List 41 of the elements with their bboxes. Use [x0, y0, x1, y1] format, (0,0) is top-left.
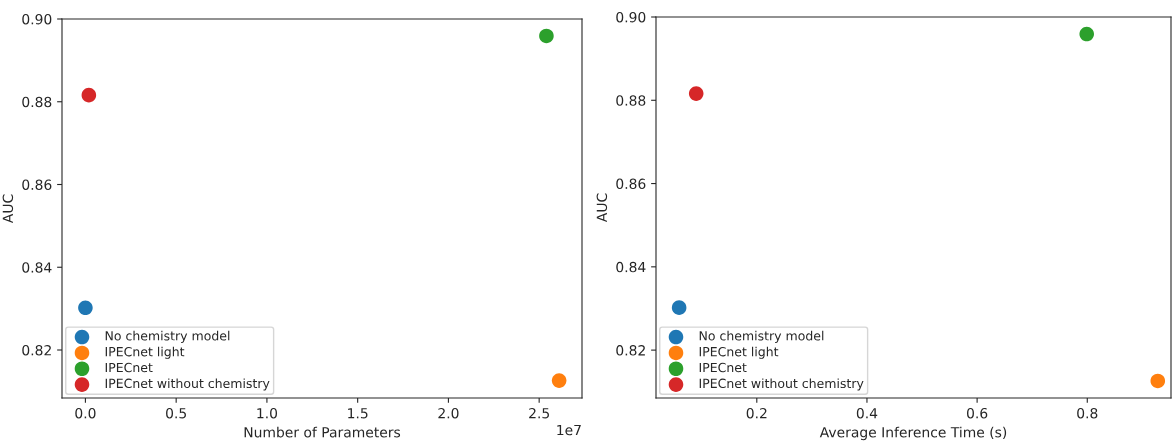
point — [539, 28, 554, 44]
y-tick-label: 0.84 — [22, 262, 52, 273]
y-tick-label: 0.82 — [22, 344, 51, 356]
y-tick-label: 0.84 — [616, 261, 646, 273]
x-tick-label: 0.2 — [746, 407, 767, 419]
text: 1e7 — [557, 424, 581, 436]
x-tick-label: 0.4 — [856, 407, 878, 419]
y-tick-label: 0.88 — [22, 96, 52, 108]
y-tick-label: 0.90 — [616, 11, 646, 23]
y-tick-label: 0.86 — [616, 178, 646, 190]
point — [78, 300, 93, 316]
legend-label: No chemistry model — [699, 330, 824, 343]
x-tick-label: 1.5 — [348, 408, 368, 419]
x-axis-title: Average Inference Time (s) — [819, 426, 1007, 441]
y-tick-label: 0.82 — [616, 345, 645, 356]
legend-label: IPECnet without chemistry — [699, 378, 864, 391]
x-tick-label: 1.0 — [257, 407, 278, 419]
legend-label: No chemistry model — [105, 330, 230, 343]
x-tick-label: 2.5 — [529, 407, 549, 419]
legend-label: IPECnet light — [699, 346, 779, 359]
legend-label: IPECnet — [105, 362, 153, 373]
point — [688, 86, 704, 101]
point — [1150, 373, 1166, 389]
y-tick-label: 0.86 — [22, 179, 52, 190]
point — [551, 373, 567, 388]
point — [671, 300, 687, 315]
legend-label: IPECnet — [699, 362, 747, 373]
point — [81, 87, 97, 103]
y-tick-label: 0.88 — [616, 95, 646, 106]
x-axis-title: Number of Parameters — [244, 426, 401, 438]
x-tick-label: 0.6 — [966, 407, 988, 419]
x-tick-label: 0.5 — [166, 407, 186, 419]
legend-label: IPECnet light — [105, 346, 185, 359]
x-tick-label: 2.0 — [438, 407, 459, 419]
y-axis-title: AUC — [2, 194, 14, 224]
y-axis-title: AUC — [596, 193, 608, 223]
x-tick-label: 0.0 — [75, 407, 96, 419]
point — [1079, 26, 1095, 42]
legend-label: IPECnet without chemistry — [105, 378, 270, 391]
x-tick-label: 0.8 — [1077, 407, 1098, 419]
y-tick-label: 0.90 — [22, 13, 52, 25]
